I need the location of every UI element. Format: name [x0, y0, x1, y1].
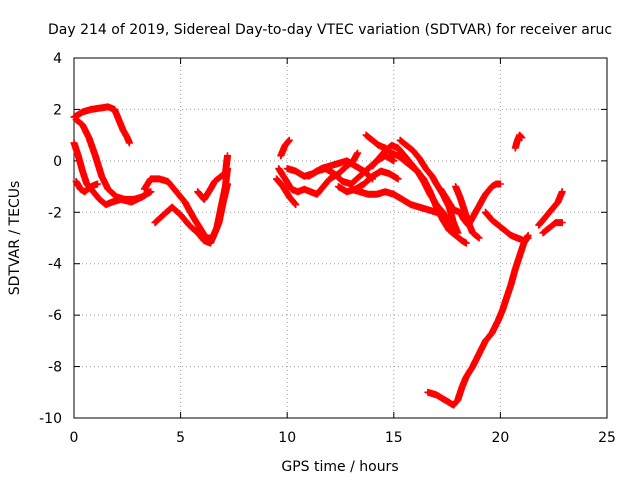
x-tick-label: 5 [176, 430, 185, 446]
series-track-t7 [194, 152, 231, 203]
y-tick-label: -8 [48, 360, 62, 376]
x-tick-label: 15 [385, 430, 403, 446]
y-tick-label: -4 [48, 257, 62, 273]
y-axis-label: SDTVAR / TECUs [7, 181, 23, 296]
series-track-t23 [535, 188, 566, 229]
data-point-markers [539, 219, 566, 237]
chart-title: Day 214 of 2019, Sidereal Day-to-day VTE… [48, 22, 612, 38]
data-point-markers [535, 188, 566, 229]
y-tick-label: -6 [48, 308, 62, 324]
series-track-t19 [452, 183, 483, 242]
data-point-markers [70, 103, 133, 147]
x-tick-label: 0 [70, 430, 79, 446]
data-point-markers [452, 183, 483, 242]
data-point-markers [72, 177, 101, 196]
data-point-markers [194, 152, 231, 203]
data-points [70, 103, 566, 409]
series-track-t6 [151, 165, 231, 247]
data-point-markers [424, 231, 532, 409]
y-tick-label: -10 [39, 411, 62, 427]
y-tick-label: -2 [48, 205, 62, 221]
data-point-markers [369, 141, 460, 234]
y-tick-label: 4 [53, 51, 62, 67]
data-point-markers [70, 139, 153, 209]
series-track-t24 [539, 219, 566, 237]
x-tick-label: 10 [278, 430, 296, 446]
y-tick-label: 0 [53, 154, 62, 170]
plot-frame [73, 57, 608, 419]
x-tick-label: 25 [598, 430, 616, 446]
series-track-t22 [511, 131, 526, 152]
data-point-markers [511, 131, 526, 152]
y-tick-label: 2 [53, 102, 62, 118]
y-tick-labels: 4 2 0 -2 -4 -6 -8 -10 [39, 51, 62, 427]
data-point-markers [273, 175, 300, 209]
series-track-t4 [72, 177, 101, 196]
series-track-t10 [273, 175, 300, 209]
series-track-t8 [277, 136, 293, 160]
x-tick-labels: 0 5 10 15 20 25 [70, 430, 616, 446]
data-point-markers [151, 165, 231, 247]
series-track-t1 [70, 103, 133, 147]
series-track-t3 [70, 139, 153, 209]
data-point-markers [277, 136, 293, 160]
series-track-t21 [424, 231, 532, 409]
series-track-t16 [369, 141, 460, 234]
x-tick-label: 20 [491, 430, 509, 446]
axis-ticks [73, 57, 608, 419]
x-axis-label: GPS time / hours [281, 459, 398, 475]
